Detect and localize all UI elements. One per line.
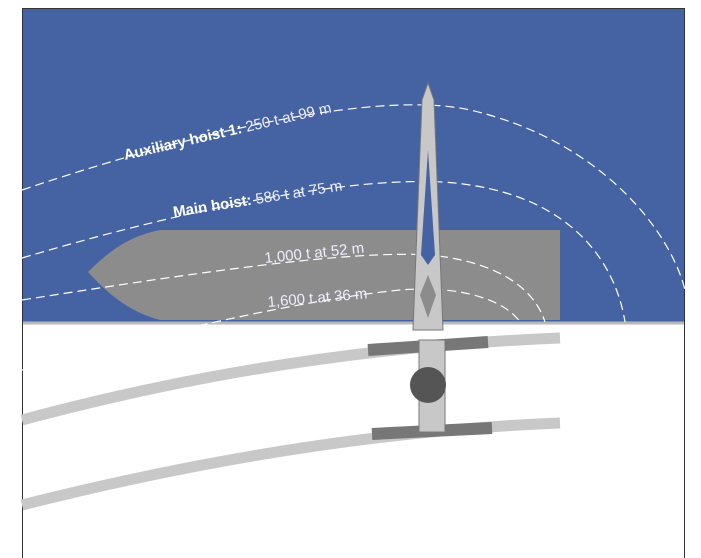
boom-gap — [420, 275, 436, 318]
crane-pivot — [410, 367, 446, 403]
arc-main — [21, 180, 626, 323]
arc-aux — [21, 104, 686, 291]
arc-1600 — [21, 288, 521, 371]
boom-gap — [421, 150, 435, 265]
arc-1000 — [21, 253, 546, 323]
